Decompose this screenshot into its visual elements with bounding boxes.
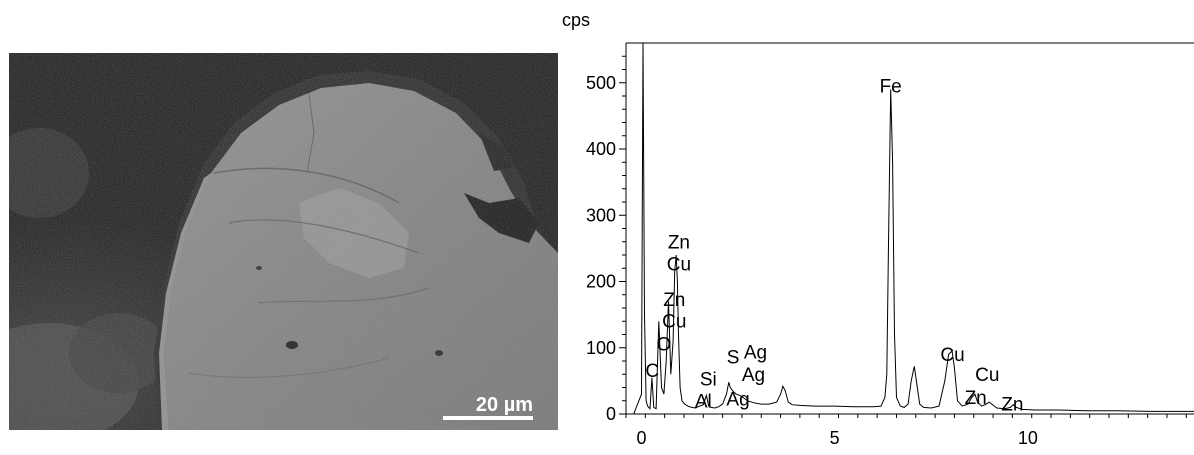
scale-bar (443, 416, 533, 420)
peak-label: Cu (667, 254, 691, 275)
y-tick-label: 100 (586, 338, 616, 358)
y-tick-label: 200 (586, 272, 616, 292)
peak-label: Cu (662, 311, 686, 332)
y-tick-label: 300 (586, 205, 616, 225)
chart-axes: 0 100 200 300 400 500 0 5 10 (586, 42, 1194, 448)
y-tick-label: 0 (606, 404, 616, 424)
peak-label: Ag (726, 389, 749, 410)
peak-label: Zn (668, 232, 690, 253)
peak-label: Zn (663, 290, 685, 311)
peak-label: C (645, 361, 659, 382)
chart-series (633, 42, 1194, 415)
peak-label: S (727, 348, 740, 369)
peak-label: O (656, 334, 671, 355)
peak-label: Al (695, 391, 712, 412)
peak-label: Ag (744, 342, 767, 363)
peak-label: Zn (965, 388, 987, 409)
sem-micrograph-image (9, 53, 558, 430)
peak-label: Cu (940, 345, 964, 366)
scale-bar-label: 20 µm (475, 394, 533, 416)
x-tick-label: 10 (1018, 428, 1038, 448)
peak-label: Ag (742, 365, 765, 386)
peak-label: Cu (975, 365, 999, 386)
peak-label: Si (700, 370, 717, 391)
sem-micrograph: 20 µm (9, 53, 558, 430)
y-axis-label: cps (562, 10, 590, 30)
y-tick-label: 500 (586, 73, 616, 93)
y-tick-label: 400 (586, 139, 616, 159)
peak-label: Zn (1001, 395, 1023, 416)
x-tick-label: 0 (636, 428, 646, 448)
peak-label: Fe (880, 77, 902, 98)
spectrum-line (633, 42, 1194, 415)
x-tick-label: 5 (830, 428, 840, 448)
